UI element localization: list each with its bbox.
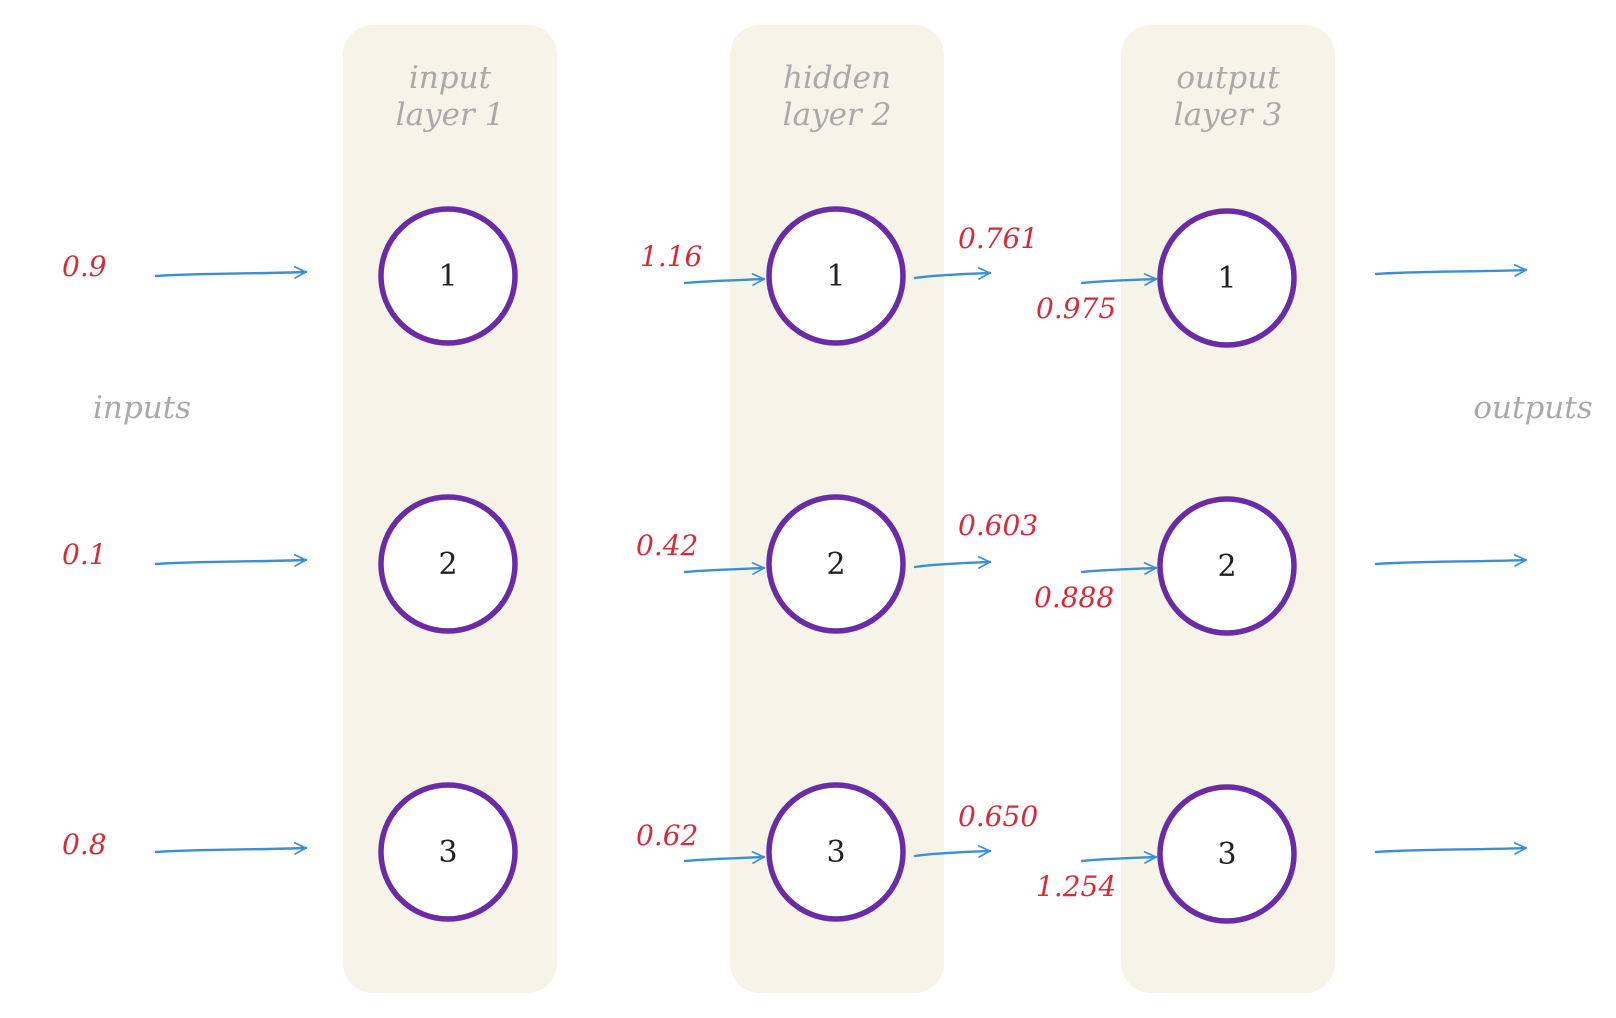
input-value-1: 0.9	[62, 250, 107, 283]
hidden-input-arrow-1	[683, 273, 766, 286]
hidden-node-2	[766, 494, 906, 634]
hidden-output-arrow-3	[913, 845, 992, 858]
inputs-label: inputs	[93, 390, 191, 426]
layer-title-hidden-line2: layer 2	[783, 97, 892, 133]
layer-title-input-line2: layer 1	[396, 97, 505, 133]
output-node-3	[1157, 784, 1297, 924]
output-input-value-2: 0.888	[1034, 581, 1114, 614]
hidden-input-value-3: 0.62	[636, 819, 698, 852]
output-node-1	[1157, 208, 1297, 348]
input-arrow-1	[154, 265, 308, 279]
output-input-arrow-3	[1080, 850, 1158, 864]
input-node-1	[378, 206, 518, 346]
output-arrow-2	[1374, 553, 1528, 567]
output-input-arrow-2	[1080, 561, 1158, 575]
input-node-3	[378, 782, 518, 922]
output-input-value-1: 0.975	[1036, 292, 1116, 325]
layer-title-output-line1: output	[1176, 60, 1280, 96]
hidden-node-3	[766, 782, 906, 922]
input-node-2-label: 2	[438, 547, 457, 582]
output-node-3-label: 3	[1217, 837, 1236, 872]
input-value-2: 0.1	[62, 538, 107, 571]
hidden-node-1-label: 1	[826, 259, 845, 294]
outputs-label: outputs	[1473, 390, 1592, 426]
output-node-2	[1157, 496, 1297, 636]
hidden-input-value-2: 0.42	[636, 529, 698, 562]
input-node-1-label: 1	[438, 259, 457, 294]
hidden-output-value-3: 0.650	[958, 800, 1038, 833]
input-arrow-3	[154, 841, 308, 855]
output-input-value-3: 1.254	[1036, 870, 1116, 903]
input-arrow-2	[154, 553, 308, 567]
hidden-node-3-label: 3	[826, 835, 845, 870]
hidden-node-1	[766, 206, 906, 346]
hidden-input-arrow-2	[683, 562, 766, 575]
hidden-output-value-1: 0.761	[958, 222, 1038, 255]
input-node-3-label: 3	[438, 835, 457, 870]
input-node-2	[378, 494, 518, 634]
hidden-output-value-2: 0.603	[958, 509, 1038, 542]
hidden-output-arrow-1	[913, 267, 992, 280]
hidden-input-arrow-3	[683, 851, 766, 864]
layer-title-hidden-line1: hidden	[783, 60, 891, 96]
layer-title-input-line1: input	[409, 60, 492, 96]
layer-title-output-line2: layer 3	[1174, 97, 1283, 133]
output-node-2-label: 2	[1217, 549, 1236, 584]
output-input-arrow-1	[1080, 272, 1158, 286]
output-arrow-3	[1374, 841, 1528, 855]
output-arrow-1	[1374, 263, 1528, 277]
input-value-3: 0.8	[62, 828, 107, 861]
output-node-1-label: 1	[1217, 261, 1236, 296]
hidden-node-2-label: 2	[826, 547, 845, 582]
hidden-input-value-1: 1.16	[640, 240, 702, 273]
hidden-output-arrow-2	[913, 556, 992, 569]
